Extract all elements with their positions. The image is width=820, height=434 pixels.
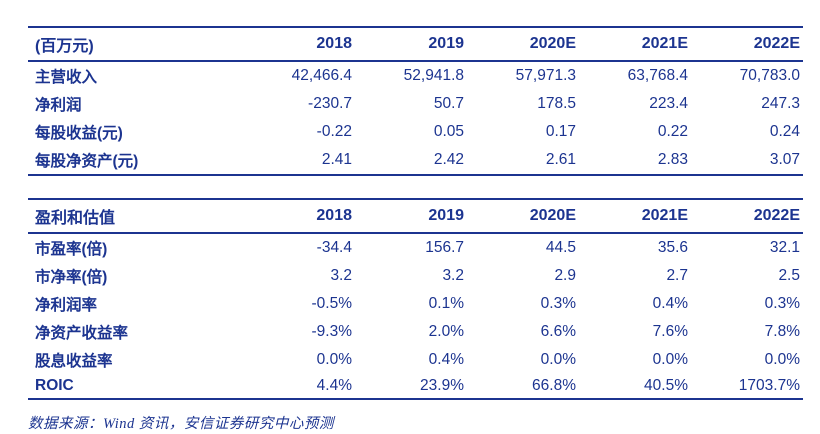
cell-value: -230.7 xyxy=(308,95,352,112)
column-header-year: 2020E xyxy=(467,199,579,234)
column-header-label: 盈利和估值 xyxy=(28,199,243,234)
cell-value: 0.4% xyxy=(428,351,464,368)
cell-value: 0.1% xyxy=(428,295,464,312)
column-header-label: (百万元) xyxy=(28,27,243,62)
cell-value: -0.22 xyxy=(316,123,352,140)
profit-valuation-table: 盈利和估值 2018 2019 2020E 2021E 2022E 市盈率(倍) -34.4… xyxy=(28,198,803,400)
table-row: 市净率(倍) 3.2 3.2 2.9 2.7 2.5 xyxy=(28,262,803,290)
table-row: 净利润 -230.7 50.7 178.5 223.4 247.3 xyxy=(28,90,803,118)
row-label: 股息收益率 xyxy=(35,353,113,370)
row-label: 主营收入 xyxy=(35,69,98,86)
table-row: 净利润率 -0.5% 0.1% 0.3% 0.4% 0.3% xyxy=(28,290,803,318)
column-header-year: 2019 xyxy=(355,27,467,62)
cell-value: 2.42 xyxy=(433,151,464,168)
cell-value: 0.3% xyxy=(540,295,576,312)
row-label: 净利润率 xyxy=(35,297,98,314)
column-header-year: 2021E xyxy=(579,27,691,62)
cell-value: -9.3% xyxy=(311,323,353,340)
row-label: 每股收益(元) xyxy=(35,125,123,142)
valuation-table-header-row: 盈利和估值 2018 2019 2020E 2021E 2022E xyxy=(28,199,803,234)
row-label: 市净率(倍) xyxy=(35,269,108,286)
cell-value: 4.4% xyxy=(316,377,352,394)
cell-value: 2.41 xyxy=(321,151,352,168)
column-header-year: 2021E xyxy=(579,199,691,234)
cell-value: 66.8% xyxy=(532,377,576,394)
cell-value: 3.2 xyxy=(330,267,352,284)
cell-value: 7.8% xyxy=(764,323,800,340)
cell-value: 0.22 xyxy=(657,123,688,140)
cell-value: 2.5 xyxy=(778,267,800,284)
data-source-note: 数据来源：Wind 资讯，安信证券研究中心预测 xyxy=(28,416,334,432)
row-label: ROIC xyxy=(35,377,74,394)
cell-value: 2.61 xyxy=(545,151,576,168)
column-header-year: 2020E xyxy=(467,27,579,62)
cell-value: 52,941.8 xyxy=(403,67,464,84)
row-label: 市盈率(倍) xyxy=(35,241,108,258)
table-divider-gap xyxy=(28,176,803,198)
cell-value: 57,971.3 xyxy=(515,67,576,84)
cell-value: 2.0% xyxy=(428,323,464,340)
table-row: 每股净资产(元) 2.41 2.42 2.61 2.83 3.07 xyxy=(28,146,803,175)
cell-value: 0.0% xyxy=(652,351,688,368)
cell-value: 70,783.0 xyxy=(739,67,800,84)
cell-value: 223.4 xyxy=(649,95,688,112)
income-forecast-table: (百万元) 2018 2019 2020E 2021E 2022E 主营收入 42,466.… xyxy=(28,26,803,176)
table-row: 市盈率(倍) -34.4 156.7 44.5 35.6 32.1 xyxy=(28,233,803,262)
cell-value: 0.3% xyxy=(764,295,800,312)
cell-value: 0.0% xyxy=(540,351,576,368)
table-row: 净资产收益率 -9.3% 2.0% 6.6% 7.6% 7.8% xyxy=(28,318,803,346)
cell-value: 0.24 xyxy=(769,123,800,140)
row-label: 每股净资产(元) xyxy=(35,153,139,170)
cell-value: 50.7 xyxy=(433,95,464,112)
cell-value: 6.6% xyxy=(540,323,576,340)
cell-value: 44.5 xyxy=(545,239,576,256)
cell-value: 23.9% xyxy=(420,377,464,394)
cell-value: 32.1 xyxy=(769,239,800,256)
cell-value: -0.5% xyxy=(311,295,353,312)
column-header-year: 2018 xyxy=(243,199,355,234)
table-row: ROIC 4.4% 23.9% 66.8% 40.5% 1703.7% xyxy=(28,374,803,399)
cell-value: 0.0% xyxy=(316,351,352,368)
cell-value: 178.5 xyxy=(537,95,576,112)
cell-value: 0.4% xyxy=(652,295,688,312)
column-header-year: 2018 xyxy=(243,27,355,62)
column-header-year: 2022E xyxy=(691,199,803,234)
column-header-year: 2022E xyxy=(691,27,803,62)
income-table-header-row: (百万元) 2018 2019 2020E 2021E 2022E xyxy=(28,27,803,62)
cell-value: 7.6% xyxy=(652,323,688,340)
row-label: 净利润 xyxy=(35,97,82,114)
cell-value: 0.17 xyxy=(545,123,576,140)
cell-value: 40.5% xyxy=(644,377,688,394)
cell-value: 3.07 xyxy=(769,151,800,168)
row-label: 净资产收益率 xyxy=(35,325,129,342)
cell-value: 63,768.4 xyxy=(627,67,688,84)
cell-value: 3.2 xyxy=(442,267,464,284)
cell-value: 2.83 xyxy=(657,151,688,168)
cell-value: 2.9 xyxy=(554,267,576,284)
column-header-year: 2019 xyxy=(355,199,467,234)
table-row: 主营收入 42,466.4 52,941.8 57,971.3 63,768.4 70,7… xyxy=(28,61,803,90)
cell-value: 1703.7% xyxy=(738,377,800,394)
cell-value: 0.0% xyxy=(764,351,800,368)
cell-value: 2.7 xyxy=(666,267,688,284)
table-row: 每股收益(元) -0.22 0.05 0.17 0.22 0.24 xyxy=(28,118,803,146)
cell-value: 0.05 xyxy=(433,123,464,140)
cell-value: 156.7 xyxy=(425,239,464,256)
cell-value: 247.3 xyxy=(761,95,800,112)
cell-value: 42,466.4 xyxy=(291,67,352,84)
cell-value: -34.4 xyxy=(316,239,352,256)
cell-value: 35.6 xyxy=(657,239,688,256)
table-row: 股息收益率 0.0% 0.4% 0.0% 0.0% 0.0% xyxy=(28,346,803,374)
